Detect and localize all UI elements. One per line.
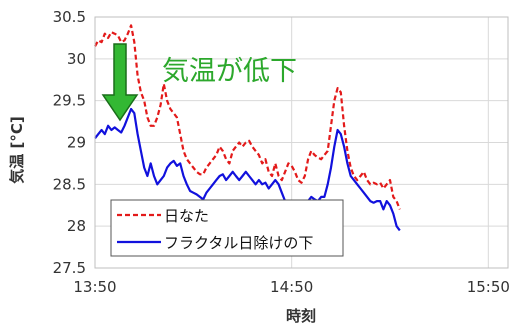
y-tick-label: 30.5 [53, 8, 86, 26]
x-tick-label: 14:50 [270, 278, 313, 296]
legend-label-shade: フラクタル日除けの下 [164, 234, 313, 252]
annotation-text: 気温が低下 [162, 56, 297, 87]
x-tick-labels: 13:50 14:50 15:50 [73, 278, 510, 296]
y-tick-label: 29.5 [53, 92, 86, 110]
plot-frame [94, 16, 509, 269]
legend-label-sunny: 日なた [164, 207, 209, 225]
y-axis-title: 気温 [°C] [8, 116, 26, 183]
x-tick-label: 15:50 [467, 278, 510, 296]
legend: 日なた フラクタル日除けの下 [110, 199, 344, 257]
down-arrow-icon [101, 43, 139, 122]
legend-box [110, 199, 344, 257]
x-tick-label: 13:50 [73, 278, 116, 296]
series-lines [94, 24, 401, 232]
y-tick-labels: 27.5 28 28.5 29 29.5 30 30.5 [53, 8, 86, 277]
y-tick-label: 29 [67, 134, 86, 152]
y-tick-label: 28.5 [53, 175, 86, 193]
y-tick-label: 30 [67, 50, 86, 68]
series-line-1 [94, 107, 401, 232]
x-axis-title: 時刻 [286, 307, 316, 325]
y-tick-label: 27.5 [53, 259, 86, 277]
y-tick-label: 28 [67, 217, 86, 235]
